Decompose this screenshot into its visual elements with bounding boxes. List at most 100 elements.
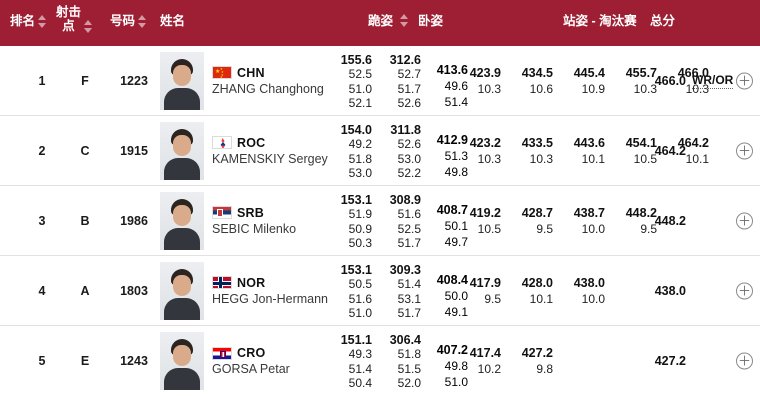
row-third-series-1: 49.6	[444, 79, 468, 93]
row-third-series-2: 49.7	[444, 235, 468, 249]
row-bib: 1243	[120, 354, 148, 368]
elimination-shot-3-value: 10.9	[581, 81, 605, 96]
sort-arrows-icon[interactable]	[38, 14, 47, 28]
column-header-bib-label: 号码	[110, 14, 136, 28]
sort-arrows-icon[interactable]	[84, 20, 93, 33]
table-body: 1 F 1223 ★ ★ ★ ★ ★ CHN ZHANG Changhong 155.6 52.5 51…	[0, 46, 760, 396]
column-header-name-sort[interactable]	[400, 14, 409, 27]
elimination-shot-3: 438.7 10.0	[559, 205, 605, 237]
row-athlete[interactable]: CRO GORSA Petar	[160, 332, 290, 390]
row-third-series-1: 50.1	[444, 219, 468, 233]
expand-row-button[interactable]: ＋	[736, 352, 753, 370]
expand-row-button[interactable]: ＋	[736, 212, 753, 229]
elimination-shot-1-total: 419.2	[469, 205, 501, 220]
row-third-series-1: 50.0	[444, 289, 468, 303]
elimination-shot-3-value: 10.1	[581, 151, 605, 166]
column-header-shooting-point-line1: 射击	[56, 5, 82, 19]
row-rank: 4	[38, 283, 46, 298]
athlete-photo	[160, 121, 204, 180]
elimination-shot-4-total: 454.1	[625, 135, 657, 150]
row-record-badge[interactable]: WR/OR	[692, 72, 734, 89]
table-row[interactable]: 3 B 1986 SRB SEBIC Milenko 153.1 51.9 50.9 50.3 3…	[0, 186, 760, 256]
row-kneeling-series-2: 51.8	[348, 151, 372, 166]
row-athlete-name: KAMENSKIY Sergey	[212, 151, 328, 166]
row-athlete[interactable]: ★ ★ ★ ★ ★ CHN ZHANG Changhong	[160, 51, 324, 110]
elimination-shot-1: 419.2 10.5	[455, 205, 501, 237]
row-third-position: 407.2 49.8 51.0	[424, 342, 468, 390]
row-prone-series-2: 53.0	[397, 151, 421, 166]
elimination-shot-1-total: 417.4	[469, 346, 501, 360]
row-kneeling-total: 153.1	[340, 193, 372, 207]
row-kneeling-series-3: 52.1	[348, 96, 372, 111]
row-kneeling-series-1: 49.3	[348, 347, 372, 362]
row-prone-series-3: 51.7	[397, 236, 421, 251]
elimination-shot-4-total: 448.2	[625, 205, 657, 220]
row-rank: 1	[38, 73, 46, 88]
elimination-shot-1: 417.4 10.2	[455, 345, 501, 377]
column-header-prone-label: 卧姿	[418, 14, 444, 28]
row-third-position: 408.7 50.1 49.7	[424, 202, 468, 250]
flag-icon-chn: ★ ★ ★ ★ ★	[212, 66, 232, 79]
sort-arrows-icon[interactable]	[138, 14, 147, 28]
row-prone: 311.8 52.6 53.0 52.2	[379, 123, 421, 181]
column-header-shooting-point[interactable]: 射击 点	[56, 5, 93, 33]
row-total: 438.0	[654, 283, 686, 298]
row-third-total: 408.4	[436, 273, 468, 287]
row-prone-series-3: 52.2	[397, 166, 421, 181]
expand-row-button[interactable]: ＋	[736, 142, 753, 159]
row-bib: 1803	[120, 283, 148, 298]
column-header-name[interactable]: 姓名	[160, 14, 185, 28]
row-athlete[interactable]: SRB SEBIC Milenko	[160, 191, 297, 250]
elimination-shot-1-value: 9.5	[484, 291, 501, 306]
row-kneeling-total: 151.1	[340, 333, 372, 347]
elimination-shot-5-value: 10.3	[685, 81, 709, 96]
elimination-shot-5-total: 464.2	[677, 135, 709, 150]
row-noc: NOR	[237, 275, 266, 290]
row-kneeling-series-3: 53.0	[348, 166, 372, 181]
elimination-shot-3-total: 438.0	[573, 275, 605, 290]
elimination-shot-2-value: 10.3	[529, 151, 553, 166]
column-header-kneeling-label: 跪姿	[368, 14, 394, 28]
row-athlete[interactable]: ROC KAMENSKIY Sergey	[160, 121, 328, 180]
row-third-series-1: 49.8	[444, 359, 468, 373]
row-athlete-name: SEBIC Milenko	[212, 221, 297, 236]
row-rank: 3	[38, 213, 46, 228]
elimination-shot-1-total: 423.9	[469, 65, 501, 80]
column-header-bib[interactable]: 号码	[110, 14, 147, 28]
row-prone: 309.3 51.4 53.1 51.7	[379, 263, 421, 321]
table-row[interactable]: 1 F 1223 ★ ★ ★ ★ ★ CHN ZHANG Changhong 155.6 52.5 51…	[0, 46, 760, 116]
row-third-series-2: 51.4	[444, 95, 468, 109]
row-third-total: 408.7	[436, 203, 468, 217]
table-row[interactable]: 5 E 1243 CRO GORSA Petar 151.1 49.3 51.4 50.4 306…	[0, 326, 760, 396]
elimination-shot-4: 455.7 10.3	[611, 65, 657, 97]
row-kneeling: 151.1 49.3 51.4 50.4	[330, 333, 372, 391]
elimination-shot-5-value: 10.1	[685, 151, 709, 166]
expand-row-button[interactable]: ＋	[736, 282, 753, 299]
row-prone-total: 309.3	[389, 263, 421, 277]
elimination-shot-3-value: 10.0	[581, 221, 605, 236]
row-prone-series-3: 51.7	[397, 306, 421, 321]
row-athlete[interactable]: NOR HEGG Jon-Hermann	[160, 261, 328, 320]
table-row[interactable]: 2 C 1915 ROC KAMENSKIY Sergey 154.0 49.2 51.8 53…	[0, 116, 760, 186]
column-header-rank[interactable]: 排名	[10, 14, 47, 28]
column-header-prone: 卧姿	[418, 14, 443, 28]
elimination-shot-4-total: 455.7	[625, 65, 657, 80]
athlete-photo	[160, 261, 204, 320]
elimination-shot-2: 428.7 9.5	[507, 205, 553, 237]
elimination-shot-1-value: 10.5	[477, 221, 501, 236]
row-kneeling-series-2: 51.4	[348, 361, 372, 376]
elimination-shot-1-total: 417.9	[469, 275, 501, 290]
elimination-shot-2-value: 10.6	[529, 81, 553, 96]
row-prone-series-1: 51.6	[397, 207, 421, 222]
row-third-total: 407.2	[436, 343, 468, 357]
elimination-shot-1: 417.9 9.5	[455, 275, 501, 307]
elimination-shot-5: 464.2 10.1	[663, 135, 709, 167]
row-noc: SRB	[237, 205, 264, 220]
elimination-shot-1-value: 10.2	[477, 362, 501, 376]
row-total: 464.2	[654, 143, 686, 158]
row-shooting-point: C	[80, 143, 90, 158]
row-kneeling: 153.1 51.9 50.9 50.3	[330, 193, 372, 251]
table-row[interactable]: 4 A 1803 NOR HEGG Jon-Hermann 153.1 50.5 51.6 51…	[0, 256, 760, 326]
expand-row-button[interactable]: ＋	[736, 72, 753, 89]
sort-arrows-icon[interactable]	[400, 14, 409, 27]
